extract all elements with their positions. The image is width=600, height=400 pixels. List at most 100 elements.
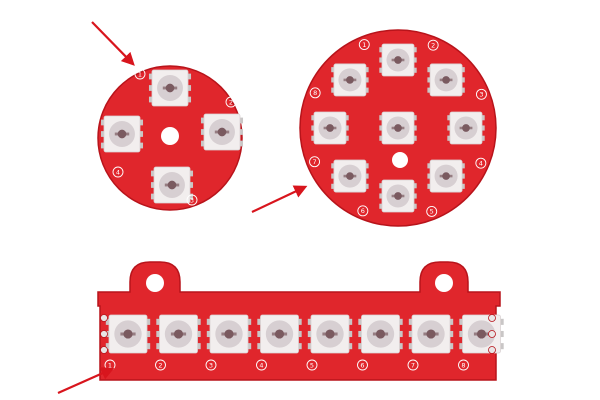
silk-number: 4 (116, 168, 120, 176)
stick-silk-number: 3 (205, 359, 217, 371)
led-pin (311, 135, 316, 141)
led-pin (448, 330, 454, 338)
silk-circle (112, 166, 124, 178)
led-pin (100, 131, 106, 137)
silk-number: 2 (229, 98, 233, 106)
led-pin (447, 135, 452, 141)
stick-edge-pad (100, 346, 108, 354)
silk-number: 3 (209, 361, 213, 369)
led-pin (331, 173, 336, 179)
silk-number: 8 (313, 89, 317, 97)
led-pin (105, 343, 111, 350)
silk-circle (155, 359, 166, 371)
led-pin (238, 117, 244, 124)
led-pin (238, 140, 244, 147)
led-bond-wire (343, 78, 357, 82)
silk-circle (358, 39, 370, 51)
led-pin (364, 163, 369, 169)
led-bond-wire (391, 194, 405, 198)
led-pin (148, 85, 154, 91)
small-ring-leds: 1 2 3 4 (100, 68, 244, 206)
led-pin (246, 343, 252, 350)
led-bond-wire (322, 332, 338, 336)
large-ring-silk-number: 6 (357, 205, 369, 217)
led-pin (246, 330, 252, 338)
silk-number: 1 (362, 41, 366, 49)
led-pin (331, 183, 336, 189)
led-pin (412, 135, 417, 141)
large-ring-center-hole (392, 152, 408, 168)
led-pin (379, 115, 384, 121)
silk-number: 8 (461, 361, 465, 369)
led-pin (460, 87, 465, 93)
led-pin (100, 142, 106, 149)
large-ring-silk-number: 2 (427, 39, 439, 51)
led-bond-wire (459, 126, 473, 130)
stick-edge-pad (488, 346, 496, 354)
led-pin (412, 47, 417, 53)
led-pin (307, 330, 313, 338)
led-pin (100, 119, 106, 126)
led-pin (156, 343, 161, 350)
silk-circle (256, 359, 267, 371)
led-pin (246, 318, 252, 325)
silk-circle (475, 157, 487, 169)
arrow-large-ring (251, 185, 308, 213)
led-pin (188, 193, 194, 200)
led-pin (412, 193, 417, 199)
led-pin (138, 142, 144, 149)
led-pin (460, 77, 465, 83)
large-ring-led (331, 159, 369, 193)
led-pin (412, 203, 417, 209)
led-pin (145, 330, 151, 338)
led-pin (307, 343, 313, 350)
large-ring-led (311, 111, 349, 145)
led-pin (427, 183, 432, 189)
led-pin (499, 330, 504, 338)
led-pin (297, 318, 302, 325)
led-pin (105, 330, 111, 338)
led-pin (412, 115, 417, 121)
led-pin (364, 173, 369, 179)
large-ring-led (331, 63, 369, 97)
led-pin (379, 47, 384, 53)
led-pin (297, 343, 302, 350)
led-pin (311, 125, 316, 131)
led-pin (200, 140, 206, 147)
led-bond-wire (343, 174, 357, 178)
led-pin (148, 73, 154, 80)
stick-edge-pad (100, 314, 108, 322)
led-pin (238, 129, 244, 135)
led-pin (200, 117, 206, 124)
silk-number: 4 (479, 159, 483, 167)
led-pin (150, 182, 156, 188)
led-pin (379, 203, 384, 209)
led-bond-wire (221, 332, 237, 336)
led-pin (427, 77, 432, 83)
small-ring-center-hole (161, 127, 179, 145)
stick-silk-number: 8 (458, 359, 469, 371)
silk-circle (427, 39, 439, 51)
led-pin (480, 135, 485, 141)
small-ring-silk-number: 4 (112, 166, 124, 178)
led-pin (138, 119, 144, 126)
stick-edge-pad (100, 330, 108, 338)
stick-silk-number: 6 (357, 359, 368, 371)
large-ring-leds: 1 2 3 4 5 6 7 8 (309, 39, 487, 217)
led-pin (427, 67, 432, 73)
led-pin (427, 163, 432, 169)
led-bond-wire (170, 332, 187, 336)
arrow-small-ring (91, 21, 135, 66)
stick-edge-pad (488, 330, 496, 338)
large-ring-led (427, 159, 465, 193)
silk-circle (306, 359, 318, 371)
silk-number: 7 (411, 361, 415, 369)
led-pin (331, 77, 336, 83)
led-pin (347, 330, 353, 338)
led-pin (412, 57, 417, 63)
silk-number: 2 (431, 41, 435, 49)
stick-silk-number: 5 (306, 359, 318, 371)
stick-mount-hole-left (146, 274, 164, 292)
large-ring-led (427, 63, 465, 97)
